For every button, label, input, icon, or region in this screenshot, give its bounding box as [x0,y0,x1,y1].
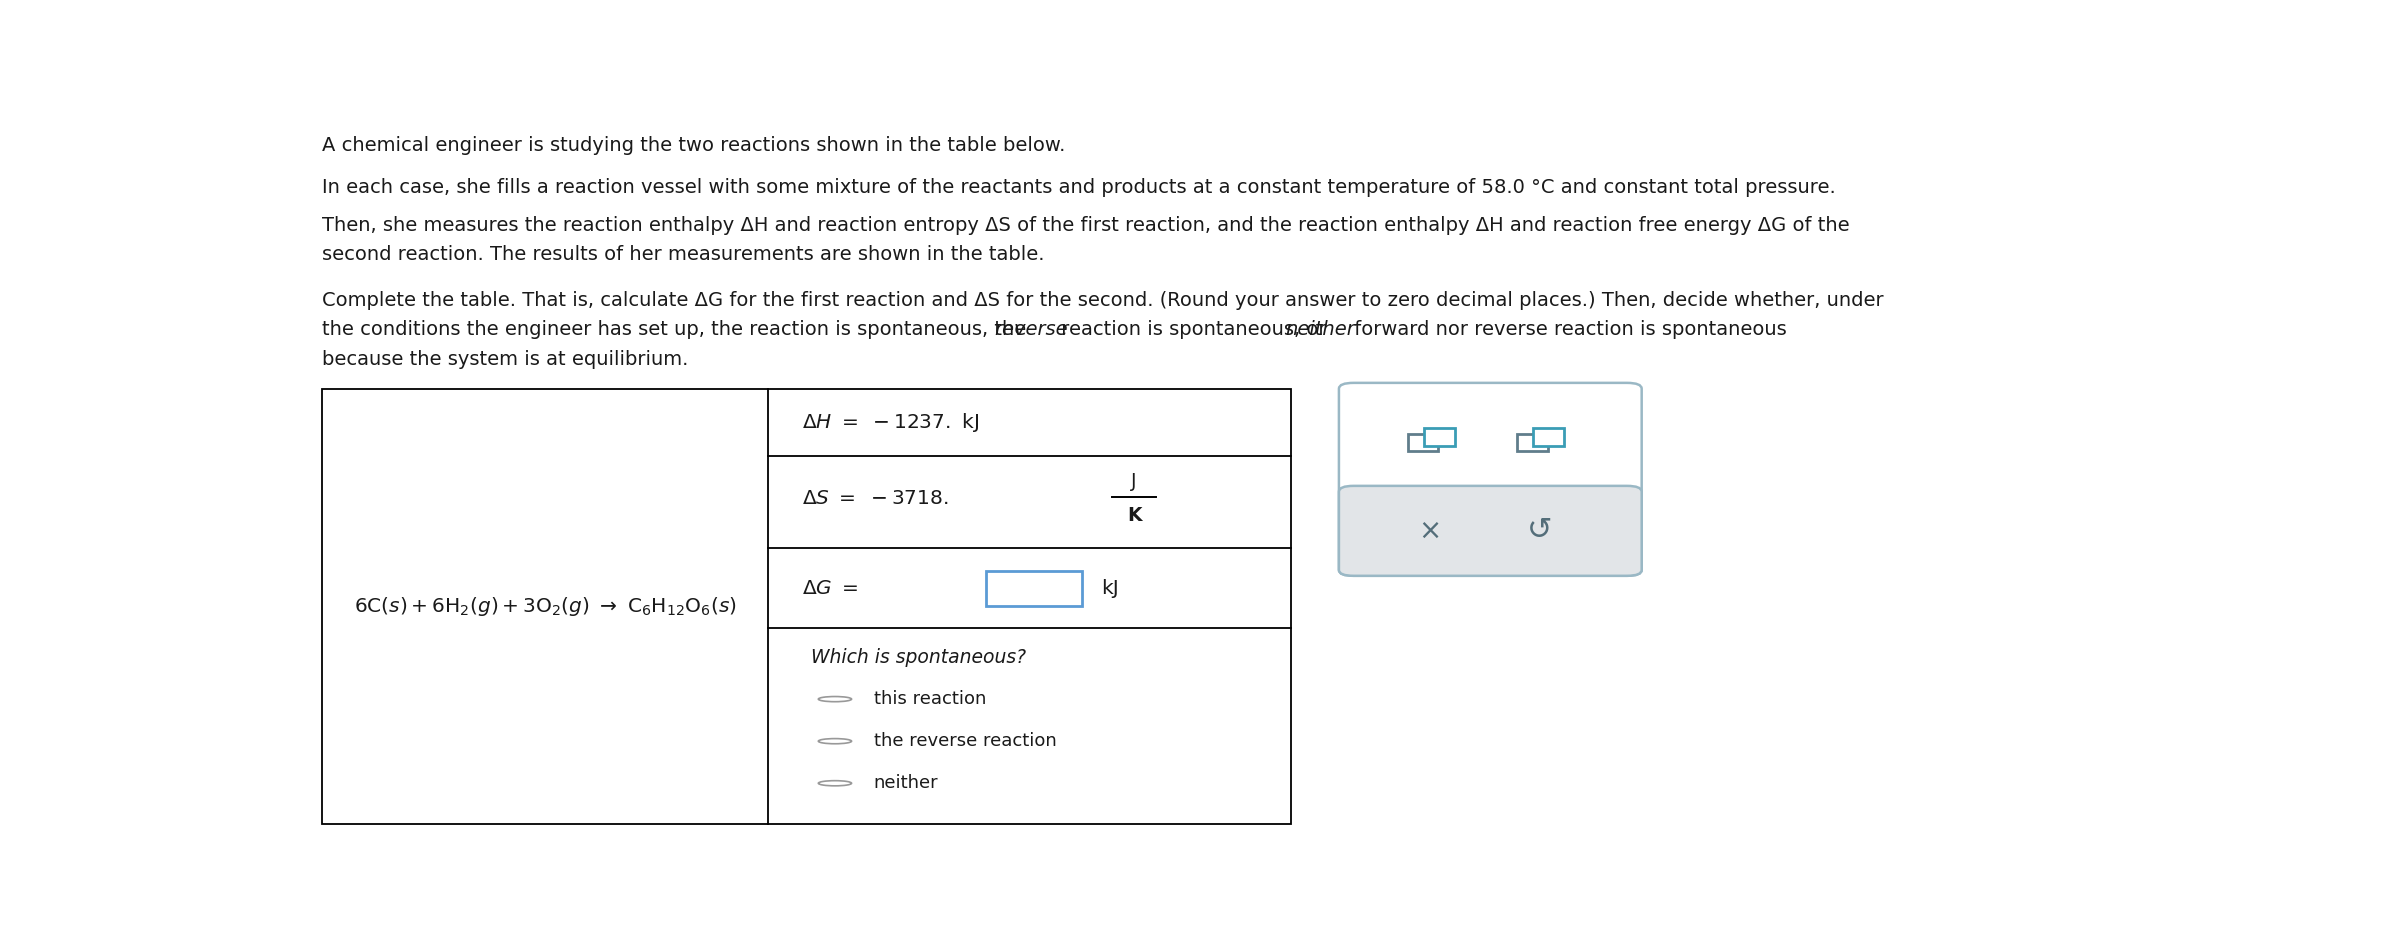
Text: second reaction. The results of her measurements are shown in the table.: second reaction. The results of her meas… [322,245,1043,264]
Text: Then, she measures the reaction enthalpy ΔH and reaction entropy ΔS of the first: Then, she measures the reaction enthalpy… [322,216,1848,236]
Text: Which is spontaneous?: Which is spontaneous? [810,647,1027,667]
Text: because the system is at equilibrium.: because the system is at equilibrium. [322,349,688,368]
Text: J: J [1131,472,1136,492]
Text: reverse: reverse [996,320,1067,339]
FancyBboxPatch shape [1424,429,1455,446]
Text: reaction is spontaneous, or: reaction is spontaneous, or [1055,320,1332,339]
FancyBboxPatch shape [1517,433,1548,451]
Ellipse shape [819,781,853,786]
Text: forward nor reverse reaction is spontaneous: forward nor reverse reaction is spontane… [1348,320,1786,339]
Ellipse shape [819,739,853,744]
Text: $6\mathrm{C}(s) + 6\mathrm{H_2}(g) + 3\mathrm{O_2}(g)\ \rightarrow\ \mathrm{C_6H: $6\mathrm{C}(s) + 6\mathrm{H_2}(g) + 3\m… [355,594,736,618]
Text: A chemical engineer is studying the two reactions shown in the table below.: A chemical engineer is studying the two … [322,137,1065,155]
Text: the conditions the engineer has set up, the reaction is spontaneous, the: the conditions the engineer has set up, … [322,320,1031,339]
Text: ×: × [1420,517,1441,544]
Text: the reverse reaction: the reverse reaction [874,732,1058,750]
Text: $\Delta G\ =$: $\Delta G\ =$ [803,578,858,597]
FancyBboxPatch shape [1534,429,1565,446]
FancyBboxPatch shape [1339,486,1641,576]
Text: kJ: kJ [1100,578,1120,597]
Text: neither: neither [1286,320,1355,339]
Text: ↺: ↺ [1527,516,1553,545]
Text: K: K [1127,506,1141,525]
Text: Complete the table. That is, calculate ΔG for the first reaction and ΔS for the : Complete the table. That is, calculate Δ… [322,291,1884,311]
Text: neither: neither [874,774,939,792]
FancyBboxPatch shape [1339,382,1641,576]
FancyBboxPatch shape [1408,433,1439,451]
FancyBboxPatch shape [986,571,1081,606]
Text: In each case, she fills a reaction vessel with some mixture of the reactants and: In each case, she fills a reaction vesse… [322,178,1837,197]
Text: $\Delta S\ =\ -3718.$: $\Delta S\ =\ -3718.$ [803,489,948,508]
Ellipse shape [819,696,853,702]
Text: $\Delta H\ =\ -1237.\ \mathrm{kJ}$: $\Delta H\ =\ -1237.\ \mathrm{kJ}$ [803,411,979,434]
Text: this reaction: this reaction [874,690,986,708]
